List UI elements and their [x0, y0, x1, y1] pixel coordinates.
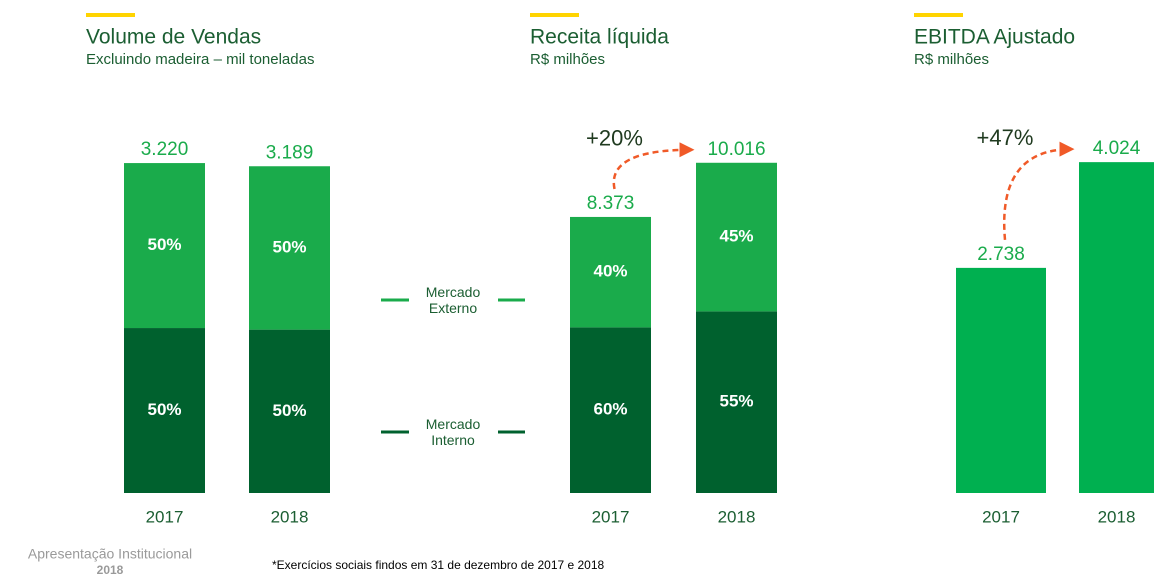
value-label: 10.016 — [707, 139, 765, 160]
bar-segment — [570, 216, 651, 328]
value-label: 4.024 — [1093, 138, 1141, 159]
bar-segment — [124, 163, 205, 329]
chart-subtitle: R$ milhões — [914, 51, 989, 68]
segment-label: 50% — [272, 401, 306, 420]
footnote: *Exercícios sociais findos em 31 de deze… — [272, 558, 605, 572]
bar-segment — [124, 328, 205, 493]
segment-label: 60% — [593, 400, 627, 419]
footer-year: 2018 — [97, 563, 124, 577]
x-tick-label: 2017 — [146, 507, 184, 526]
chart-subtitle: Excluindo madeira – mil toneladas — [86, 51, 314, 68]
chart-title: Volume de Vendas — [86, 26, 261, 49]
bar — [956, 267, 1046, 493]
segment-label: 50% — [147, 400, 181, 419]
growth-arrow — [612, 142, 695, 190]
segment-label: 45% — [719, 227, 753, 246]
bar-segment — [249, 166, 330, 330]
bar-segment — [570, 327, 651, 493]
value-label: 3.220 — [141, 139, 189, 160]
bar — [1079, 162, 1154, 494]
title-accent — [914, 13, 963, 17]
annotation: +47% — [977, 125, 1034, 150]
value-label: 8.373 — [587, 193, 635, 214]
x-tick-label: 2017 — [982, 507, 1020, 526]
x-tick-label: 2017 — [592, 507, 630, 526]
annotation: +20% — [586, 126, 643, 151]
x-tick-label: 2018 — [271, 507, 309, 526]
segment-label: 55% — [719, 392, 753, 411]
legend-label: Mercado Interno — [425, 416, 481, 448]
segment-label: 50% — [147, 235, 181, 254]
bar-segment — [696, 162, 777, 312]
value-label: 3.189 — [266, 142, 314, 163]
footer-brand: Apresentação Institucional — [28, 546, 192, 562]
chart-subtitle: R$ milhões — [530, 51, 605, 68]
x-tick-label: 2018 — [718, 507, 756, 526]
segment-label: 50% — [272, 237, 306, 256]
bar-segment — [696, 311, 777, 493]
chart-title: Receita líquida — [530, 26, 669, 49]
bar-segment — [249, 329, 330, 493]
title-accent — [530, 13, 579, 17]
x-tick-label: 2018 — [1098, 507, 1136, 526]
growth-arrow — [1003, 141, 1075, 240]
legend-label: Mercado Externo — [425, 284, 481, 316]
segment-label: 40% — [593, 262, 627, 281]
value-label: 2.738 — [977, 244, 1025, 265]
title-accent — [86, 13, 135, 17]
chart-title: EBITDA Ajustado — [914, 26, 1075, 49]
